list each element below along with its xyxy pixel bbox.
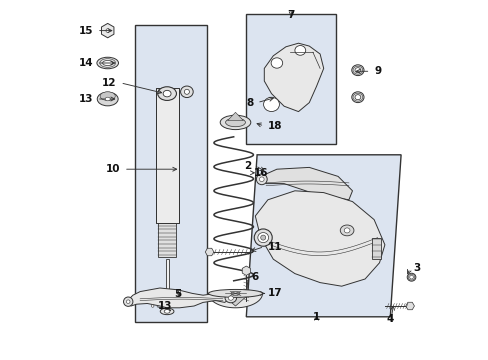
Ellipse shape bbox=[97, 57, 118, 69]
Ellipse shape bbox=[105, 97, 110, 101]
Ellipse shape bbox=[224, 293, 236, 303]
Text: 13: 13 bbox=[158, 301, 172, 311]
Text: 15: 15 bbox=[79, 26, 93, 36]
Text: 1: 1 bbox=[312, 312, 320, 322]
Bar bbox=[155, 88, 178, 223]
Bar bbox=[134, 25, 206, 322]
Ellipse shape bbox=[158, 87, 176, 100]
Ellipse shape bbox=[294, 46, 305, 55]
Text: 6: 6 bbox=[251, 272, 259, 282]
Ellipse shape bbox=[270, 58, 282, 68]
Text: 8: 8 bbox=[246, 98, 253, 108]
Ellipse shape bbox=[254, 229, 272, 246]
Ellipse shape bbox=[123, 297, 133, 306]
Text: 9: 9 bbox=[373, 66, 381, 76]
Text: 14: 14 bbox=[79, 58, 93, 68]
Ellipse shape bbox=[151, 305, 154, 307]
Ellipse shape bbox=[160, 308, 174, 315]
Ellipse shape bbox=[102, 60, 113, 66]
Polygon shape bbox=[208, 293, 262, 308]
Ellipse shape bbox=[263, 97, 279, 112]
Polygon shape bbox=[260, 167, 352, 200]
Bar bbox=[246, 14, 336, 144]
Text: 12: 12 bbox=[102, 78, 117, 88]
Ellipse shape bbox=[100, 92, 115, 100]
Text: 7: 7 bbox=[287, 10, 294, 21]
Text: 2: 2 bbox=[244, 161, 251, 171]
Text: 5: 5 bbox=[174, 289, 181, 300]
Text: 16: 16 bbox=[253, 168, 267, 178]
Ellipse shape bbox=[228, 296, 233, 300]
Ellipse shape bbox=[344, 228, 349, 233]
Ellipse shape bbox=[180, 86, 193, 98]
Bar bbox=[371, 238, 381, 259]
Ellipse shape bbox=[230, 291, 240, 296]
Ellipse shape bbox=[354, 95, 360, 100]
Ellipse shape bbox=[259, 177, 264, 182]
Ellipse shape bbox=[163, 90, 171, 97]
Text: 11: 11 bbox=[267, 242, 282, 252]
Ellipse shape bbox=[106, 29, 109, 32]
Polygon shape bbox=[255, 191, 384, 286]
Polygon shape bbox=[221, 293, 249, 306]
Bar bbox=[158, 223, 175, 257]
Ellipse shape bbox=[340, 225, 353, 236]
Text: 17: 17 bbox=[267, 288, 282, 298]
Polygon shape bbox=[227, 112, 243, 121]
Text: 13: 13 bbox=[79, 94, 93, 104]
Bar bbox=[165, 259, 168, 310]
Ellipse shape bbox=[351, 92, 363, 103]
Ellipse shape bbox=[184, 89, 189, 94]
Ellipse shape bbox=[256, 174, 266, 185]
Text: 10: 10 bbox=[105, 164, 120, 174]
Ellipse shape bbox=[97, 92, 118, 106]
Polygon shape bbox=[127, 288, 230, 308]
Text: 3: 3 bbox=[413, 263, 420, 273]
Ellipse shape bbox=[164, 310, 170, 313]
Ellipse shape bbox=[257, 233, 268, 243]
Ellipse shape bbox=[351, 65, 363, 76]
Ellipse shape bbox=[407, 273, 415, 281]
Ellipse shape bbox=[208, 289, 262, 297]
Text: 4: 4 bbox=[386, 314, 393, 324]
Ellipse shape bbox=[260, 235, 265, 240]
Polygon shape bbox=[246, 155, 400, 317]
Text: 18: 18 bbox=[267, 121, 282, 131]
Ellipse shape bbox=[126, 300, 130, 303]
Ellipse shape bbox=[220, 115, 250, 130]
Polygon shape bbox=[264, 43, 323, 112]
Ellipse shape bbox=[225, 118, 245, 127]
Ellipse shape bbox=[409, 275, 412, 279]
Ellipse shape bbox=[354, 68, 360, 73]
